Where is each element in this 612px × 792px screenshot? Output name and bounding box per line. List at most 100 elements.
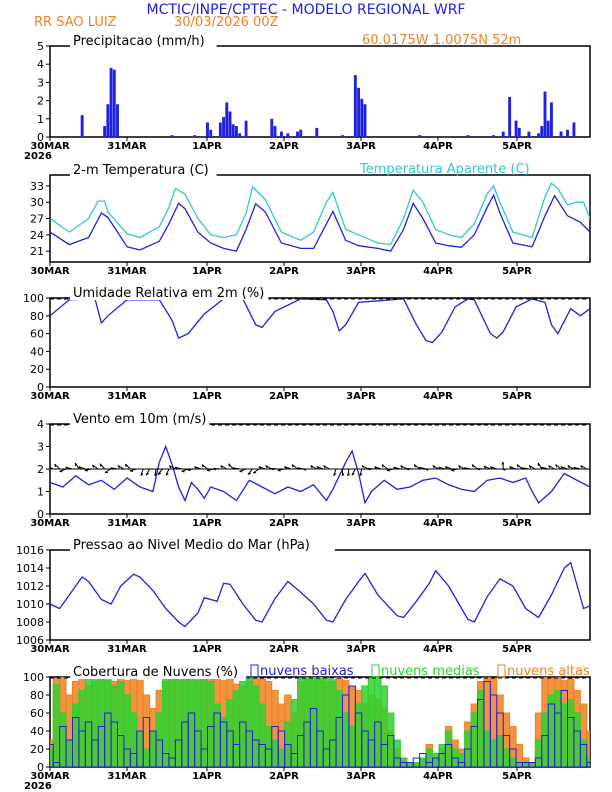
panel-title-bg xyxy=(70,286,269,300)
y-tick-label: 4 xyxy=(37,58,44,71)
cloud-bar-nuvens-medias xyxy=(444,730,453,767)
y-tick-label: 40 xyxy=(30,725,44,738)
wind-vector-head xyxy=(560,466,564,470)
wind-vector-head xyxy=(501,461,504,465)
y-tick-label: 40 xyxy=(30,345,44,358)
wind-vector-head xyxy=(228,463,230,467)
cloud-bar-nuvens-medias xyxy=(271,739,279,767)
wind-vector xyxy=(165,468,170,476)
cloud-bar-nuvens-medias xyxy=(84,678,93,767)
panel-vento-em-10m-m-s: 0 1 2 3 4 30MAR 31MAR 1APR 2APR 3APR 4APR 5APR Vento… xyxy=(30,412,591,529)
cloud-bar-nuvens-medias xyxy=(232,690,241,767)
y-tick-label: 60 xyxy=(30,328,44,341)
wind-vector xyxy=(239,468,247,472)
y-tick-label: 100 xyxy=(23,671,44,684)
wind-vector xyxy=(413,464,420,470)
wind-vector xyxy=(393,466,401,470)
wind-vector xyxy=(129,468,137,472)
x-tick-label: 1APR xyxy=(192,141,222,152)
cloud-bar-nuvens-baixas xyxy=(586,762,590,767)
wind-vector-head xyxy=(418,466,422,470)
precip-bar xyxy=(112,69,116,137)
precip-bar xyxy=(170,135,174,137)
wind-vector xyxy=(125,463,131,470)
precip-bar xyxy=(270,118,274,137)
wind-vector-head xyxy=(124,463,127,468)
station-name: RR SAO LUIZ xyxy=(34,15,117,30)
precip-bar xyxy=(80,115,84,137)
wind-vector-head xyxy=(247,472,251,475)
precip-bar xyxy=(273,126,277,137)
precip-bar xyxy=(341,135,344,137)
wind-vector xyxy=(573,466,581,470)
cloud-bar-nuvens-medias xyxy=(457,753,466,767)
wind-vector-head xyxy=(110,467,114,471)
y-tick-label: 1014 xyxy=(16,562,44,575)
cloud-bar-nuvens-medias xyxy=(78,690,86,767)
wind-vector xyxy=(271,467,279,470)
x-tick-label: 31MAR xyxy=(107,518,147,529)
wind-vector-head xyxy=(117,465,120,469)
wind-vector xyxy=(213,467,221,470)
x-tick-label: 3APR xyxy=(346,266,376,277)
wind-vector-head xyxy=(194,466,197,470)
cloud-bar-nuvens-medias xyxy=(541,712,549,767)
precip-bar xyxy=(231,124,235,137)
cloud-bar-nuvens-medias xyxy=(432,753,440,767)
x-tick-label: 30MAR xyxy=(30,266,70,277)
wind-vector xyxy=(284,466,292,470)
wind-vector xyxy=(201,464,208,470)
wind-vector-head xyxy=(270,467,275,471)
precip-bar xyxy=(363,104,367,137)
run-date: 30/03/2026 00Z xyxy=(174,15,279,30)
x-tick-label: 1APR xyxy=(192,266,222,277)
wind-vector xyxy=(516,464,523,470)
y-tick-label: 100 xyxy=(23,292,44,305)
wind-vector xyxy=(220,465,228,470)
legend-nuvens-medias: nuvens medias xyxy=(381,664,480,679)
wind-vector-head xyxy=(351,473,355,476)
wind-vector xyxy=(458,465,465,470)
wind-vector xyxy=(333,468,337,476)
wind-vector xyxy=(451,468,459,471)
wind-vector xyxy=(490,466,497,470)
wind-vector xyxy=(65,466,73,470)
precip-bar xyxy=(508,96,512,137)
cloud-bar-nuvens-medias xyxy=(329,679,337,767)
wind-vector xyxy=(54,463,60,470)
x-tick-label: 1APR xyxy=(192,391,222,402)
wind-vector-head xyxy=(145,473,149,476)
plot-area xyxy=(50,444,590,505)
precip-bar xyxy=(225,102,229,137)
wind-vector xyxy=(359,468,363,476)
x-tick-label: 1APR xyxy=(192,644,222,655)
x-tick-label: 2APR xyxy=(269,518,299,529)
wind-vector-head xyxy=(265,465,268,469)
x-tick-label: 30MAR xyxy=(30,391,70,402)
wind-vector xyxy=(367,467,375,470)
x-tick-label: 4APR xyxy=(423,391,453,402)
y-tick-label: 1008 xyxy=(16,616,44,629)
precip-bar xyxy=(501,131,505,137)
wind-vector-head xyxy=(92,464,95,468)
wind-vector-head xyxy=(165,473,169,476)
precip-bar xyxy=(353,75,357,137)
wind-vector-head xyxy=(489,466,493,470)
station-location: 60.0175W 1.0075N 52m xyxy=(362,33,521,48)
y-tick-label: 80 xyxy=(30,310,44,323)
cloud-bar-nuvens-medias xyxy=(567,699,575,767)
wind-vector-head xyxy=(476,467,480,471)
wind-vector-head xyxy=(310,465,313,469)
precip-bar xyxy=(103,126,107,137)
cloud-bar-nuvens-medias xyxy=(316,678,324,767)
wind-vector xyxy=(471,464,478,470)
x-tick-label: 31MAR xyxy=(107,266,147,277)
y-tick-label: 2 xyxy=(37,463,44,476)
panel-title-bg xyxy=(70,665,247,679)
precip-bar xyxy=(296,131,299,137)
cloud-bar-nuvens-medias xyxy=(97,678,106,767)
x-tick-label: 1APR xyxy=(192,518,222,529)
precip-bar xyxy=(514,120,518,137)
wind-vector xyxy=(560,466,568,470)
cloud-bar-nuvens-medias xyxy=(425,748,434,767)
